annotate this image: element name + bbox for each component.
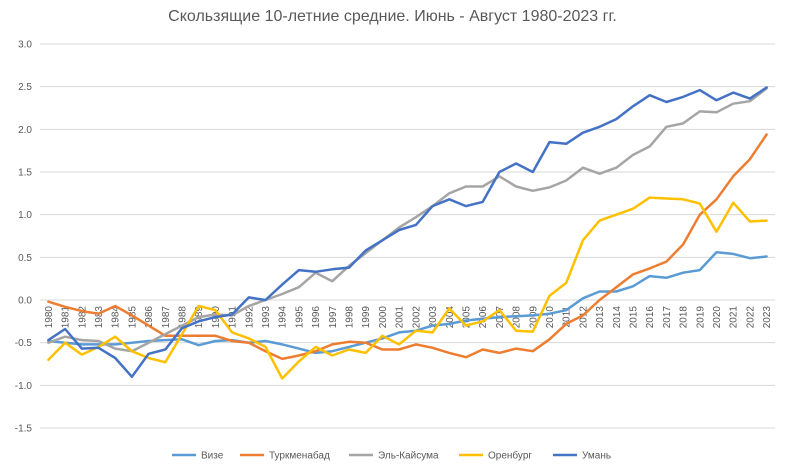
x-tick-label: 1994: [278, 306, 289, 329]
y-tick-label: 0.5: [18, 253, 32, 264]
x-tick-label: 2019: [695, 306, 706, 329]
y-tick-label: 0.0: [18, 296, 32, 307]
x-tick-label: 2002: [411, 306, 422, 329]
x-tick-label: 2022: [745, 306, 756, 329]
x-tick-label: 1981: [61, 306, 72, 329]
x-tick-label: 2020: [712, 306, 723, 329]
x-axis-ticks: 1980 1981 1982 1983 1984 1985 1986 1987 1988 1989…: [44, 306, 773, 329]
x-tick-label: 1993: [261, 306, 272, 329]
series-line-4: [47, 196, 768, 380]
x-tick-label: 1988: [177, 306, 188, 329]
x-tick-label: 1986: [144, 306, 155, 329]
x-tick-label: 2005: [461, 306, 472, 329]
x-tick-label: 2017: [662, 306, 673, 329]
y-tick-label: 2.0: [18, 125, 32, 136]
y-tick-label: 2.5: [18, 82, 32, 93]
legend-label: Визе: [201, 451, 224, 462]
x-tick-label: 2009: [528, 306, 539, 329]
legend-label: Оренбург: [488, 450, 532, 462]
gridlines: [40, 43, 775, 429]
x-tick-label: 2006: [478, 306, 489, 329]
x-tick-label: 2010: [545, 306, 556, 329]
series-line-2: [47, 133, 768, 361]
x-tick-label: 1995: [294, 306, 305, 329]
series-line-1: [47, 250, 768, 355]
x-tick-label: 1992: [244, 306, 255, 329]
x-tick-label: 1982: [77, 306, 88, 329]
x-tick-label: 2013: [595, 306, 606, 329]
x-tick-label: 2000: [378, 306, 389, 329]
x-tick-label: 1984: [111, 306, 122, 329]
x-tick-label: 2003: [428, 306, 439, 329]
series-line-5: [47, 86, 768, 379]
series-lines: [47, 86, 768, 380]
x-tick-label: 2021: [729, 306, 740, 329]
y-tick-label: 3.0: [18, 40, 32, 51]
y-tick-label: -1.5: [15, 424, 33, 435]
x-tick-label: 2018: [679, 306, 690, 329]
y-tick-label: 1.0: [18, 210, 32, 221]
x-tick-label: 2004: [445, 306, 456, 329]
legend-label: Умань: [582, 451, 611, 462]
x-tick-label: 2001: [395, 306, 406, 329]
x-tick-label: 2023: [762, 306, 773, 329]
legend-label: Эль-Кайсума: [378, 451, 439, 462]
x-tick-label: 2011: [562, 306, 573, 328]
y-axis-ticks: 3.0 2.5 2.0 1.5 1.0 0.5 0.0 -0.5 -1.0 -1.5: [15, 40, 33, 435]
x-tick-label: 1991: [228, 306, 239, 329]
x-tick-label: 2012: [578, 306, 589, 329]
x-tick-label: 1997: [328, 306, 339, 329]
x-tick-label: 1999: [361, 306, 372, 329]
legend-label: Туркменабад: [269, 450, 330, 462]
y-tick-label: -0.5: [15, 338, 33, 349]
x-tick-label: 1996: [311, 306, 322, 329]
x-tick-label: 1980: [44, 306, 55, 329]
x-tick-label: 2015: [629, 306, 640, 329]
chart-title: Скользящие 10-летние средние. Июнь - Авг…: [168, 8, 617, 25]
legend: Визе Туркменабад Эль-Кайсума Оренбург Умань: [172, 450, 611, 462]
x-tick-label: 1987: [161, 306, 172, 329]
y-tick-label: -1.0: [15, 381, 33, 392]
x-tick-label: 1998: [345, 306, 356, 329]
series-line-3: [47, 87, 768, 353]
x-tick-label: 1983: [94, 306, 105, 329]
x-tick-label: 2016: [645, 306, 656, 329]
y-tick-label: 1.5: [18, 168, 32, 179]
x-tick-label: 2014: [612, 306, 623, 329]
